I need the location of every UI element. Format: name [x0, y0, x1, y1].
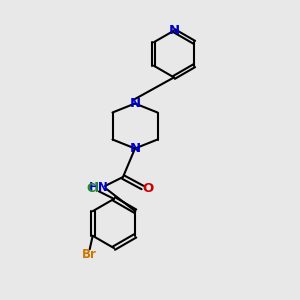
Text: Cl: Cl	[87, 182, 99, 196]
Text: N: N	[129, 142, 141, 155]
Text: N: N	[129, 97, 141, 110]
Text: HN: HN	[89, 181, 109, 194]
Text: N: N	[168, 24, 180, 37]
Text: Br: Br	[82, 248, 97, 261]
Text: O: O	[142, 182, 154, 196]
